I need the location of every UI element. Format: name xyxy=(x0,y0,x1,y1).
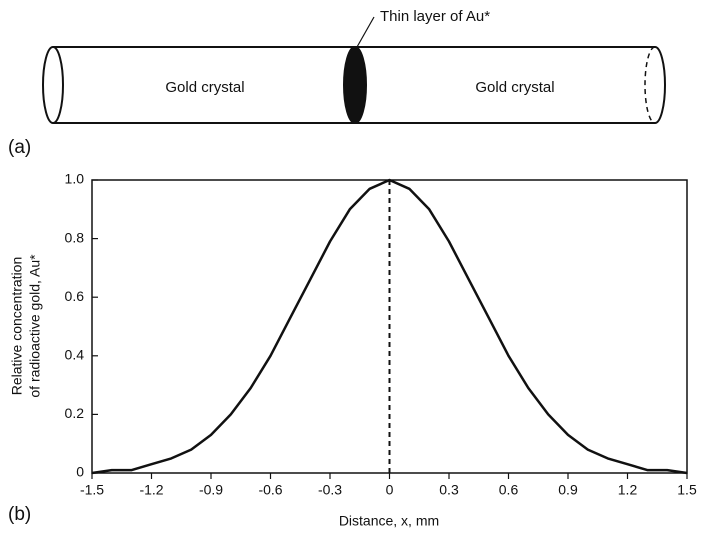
y-axis-label: Relative concentration xyxy=(9,257,25,396)
x-tick-label: -1.5 xyxy=(80,482,104,498)
cylinder xyxy=(42,16,666,124)
x-tick-label: -0.6 xyxy=(258,482,282,498)
x-tick-label: -0.9 xyxy=(199,482,223,498)
x-tick-label: 0 xyxy=(386,482,394,498)
left-label: Gold crystal xyxy=(165,79,244,96)
right-label: Gold crystal xyxy=(475,79,554,96)
x-tick-label: 0.3 xyxy=(439,482,459,498)
x-tick-label: 0.6 xyxy=(499,482,519,498)
y-tick-label: 0.8 xyxy=(65,229,85,245)
x-axis-label: Distance, x, mm xyxy=(339,513,439,529)
curve xyxy=(91,178,688,475)
y-tick-label: 0.6 xyxy=(65,288,85,304)
panel-label: (a) xyxy=(8,137,31,158)
panel-label: (b) xyxy=(8,504,31,525)
y-tick-label: 0 xyxy=(76,464,84,480)
x-tick-label: 0.9 xyxy=(558,482,578,498)
x-tick-label: 1.5 xyxy=(677,482,697,498)
y-tick-label: 0.2 xyxy=(65,405,85,421)
x-tick-label: -0.3 xyxy=(318,482,342,498)
x-tick-label: 1.2 xyxy=(618,482,638,498)
layer-label: Thin layer of Au* xyxy=(380,8,490,25)
y-tick-label: 0.4 xyxy=(65,347,85,363)
y-tick-label: 1.0 xyxy=(65,171,85,187)
x-tick-label: -1.2 xyxy=(139,482,163,498)
y-axis-label: of radioactive gold, Au* xyxy=(27,254,43,398)
